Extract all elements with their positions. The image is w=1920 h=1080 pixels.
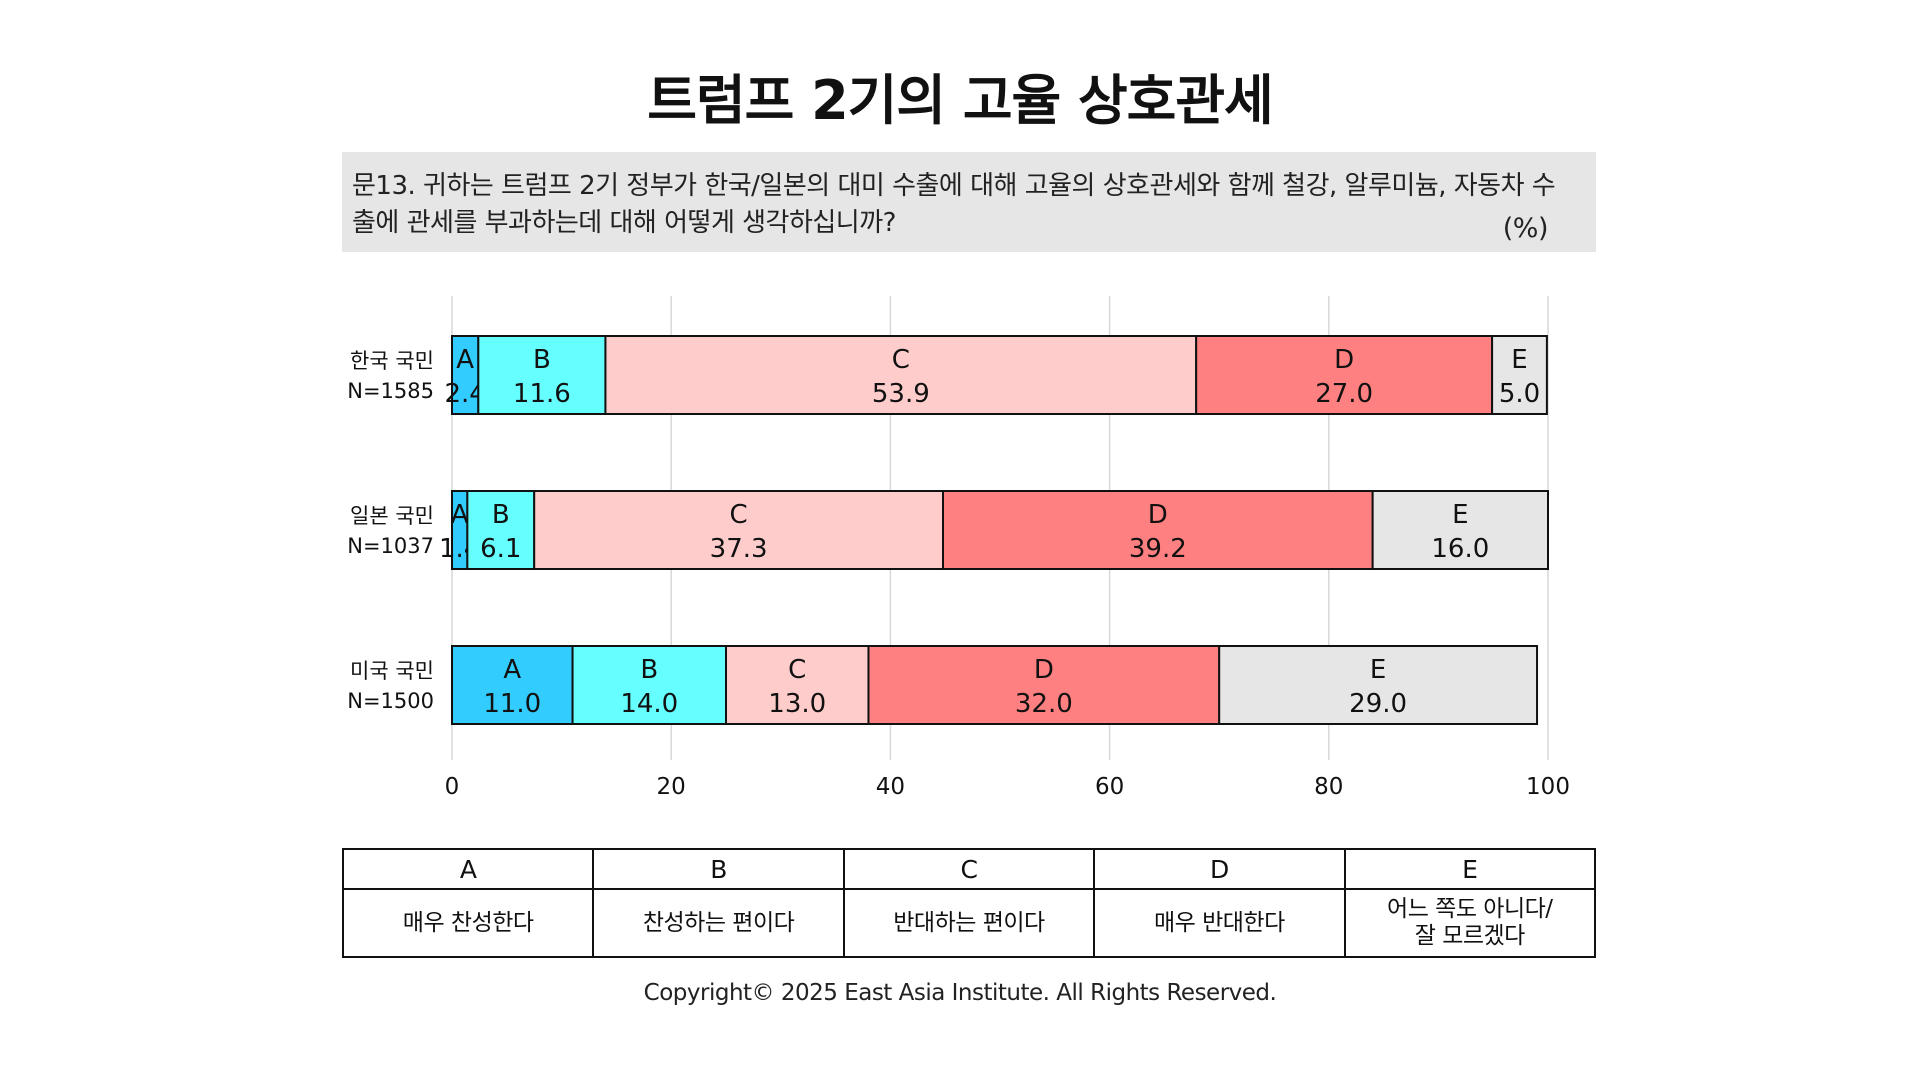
chart-title: 트럼프 2기의 고율 상호관세 xyxy=(647,69,1273,132)
bar-value-label-e-0: 5.0 xyxy=(1499,379,1540,409)
bar-value-label-e-2: 29.0 xyxy=(1349,689,1407,719)
bar-value-label-d-0: 27.0 xyxy=(1315,379,1373,409)
bar-value-label-b-2: 14.0 xyxy=(620,689,678,719)
bar-code-label-e-0: E xyxy=(1511,345,1527,375)
bar-code-label-c-2: C xyxy=(788,655,806,685)
unit-label: (%) xyxy=(1502,213,1549,244)
bar-e-1 xyxy=(1371,490,1550,570)
category-n-1: N=1037 xyxy=(347,534,434,558)
x-tick-label-60: 60 xyxy=(1095,774,1124,800)
legend-desc-c-text: 반대하는 편이다 xyxy=(893,909,1045,936)
bar-code-label-c-0: C xyxy=(892,345,910,375)
bar-e-2 xyxy=(1218,645,1539,725)
bar-value-label-b-0: 11.6 xyxy=(513,379,571,409)
legend-desc-e-line1: 어느 쪽도 아니다/ xyxy=(1387,896,1553,922)
legend-desc-d-text: 매우 반대한다 xyxy=(1153,909,1285,936)
bar-code-label-a-0: A xyxy=(456,345,474,375)
bar-c-1 xyxy=(533,490,945,570)
category-n-2: N=1500 xyxy=(347,689,434,713)
legend-desc-a-text: 매우 찬성한다 xyxy=(402,909,534,936)
legend-header-row: A B C D E xyxy=(341,848,1597,890)
legend-code-a: A xyxy=(341,848,595,890)
bar-code-label-c-1: C xyxy=(730,500,748,530)
legend-table: A B C D E 매우 찬성한다 찬성하는 편이다 반대하는 편이다 매우 반… xyxy=(341,848,1597,958)
bar-c-2 xyxy=(725,645,870,725)
question-box: 문13. 귀하는 트럼프 2기 정부가 한국/일본의 대미 수출에 대해 고율의… xyxy=(342,152,1596,252)
question-line-1: 문13. 귀하는 트럼프 2기 정부가 한국/일본의 대미 수출에 대해 고율의… xyxy=(352,171,1556,201)
bar-value-label-d-2: 32.0 xyxy=(1015,689,1073,719)
bar-d-1 xyxy=(942,490,1374,570)
bar-code-label-b-1: B xyxy=(492,500,510,530)
category-label-1: 일본 국민 xyxy=(350,504,434,528)
legend-desc-a: 매우 찬성한다 xyxy=(341,888,595,958)
bar-value-label-c-0: 53.9 xyxy=(872,379,930,409)
bar-value-label-a-2: 11.0 xyxy=(483,689,541,719)
legend-description-row: 매우 찬성한다 찬성하는 편이다 반대하는 편이다 매우 반대한다 어느 쪽도 … xyxy=(341,888,1597,958)
bar-value-label-e-1: 16.0 xyxy=(1431,534,1489,564)
bar-code-label-b-0: B xyxy=(533,345,551,375)
x-tick-label-0: 0 xyxy=(445,774,460,800)
category-n-0: N=1585 xyxy=(347,379,434,403)
bar-code-label-d-0: D xyxy=(1334,345,1354,375)
legend-desc-e-line2: 잘 모르겠다 xyxy=(1414,923,1526,949)
bar-value-label-c-1: 37.3 xyxy=(710,534,768,564)
x-tick-label-40: 40 xyxy=(876,774,905,800)
category-label-0: 한국 국민 xyxy=(350,349,434,373)
legend-code-b: B xyxy=(592,848,845,890)
bar-code-label-b-2: B xyxy=(640,655,658,685)
bar-d-0 xyxy=(1195,335,1494,415)
bar-d-2 xyxy=(867,645,1221,725)
bar-code-label-e-1: E xyxy=(1452,500,1468,530)
bar-code-label-d-1: D xyxy=(1148,500,1168,530)
legend-code-e: E xyxy=(1343,848,1597,890)
legend-desc-e: 어느 쪽도 아니다/ 잘 모르겠다 xyxy=(1343,888,1597,958)
bar-e-0 xyxy=(1491,335,1548,415)
legend-desc-b: 찬성하는 편이다 xyxy=(592,888,845,958)
x-tick-label-20: 20 xyxy=(657,774,686,800)
bar-value-label-d-1: 39.2 xyxy=(1129,534,1187,564)
bar-code-label-d-2: D xyxy=(1034,655,1054,685)
x-tick-label-80: 80 xyxy=(1314,774,1343,800)
stacked-bar-chart: 0 20 40 60 80 100 한국 국민 N=1585 일본 국민 N=1037 미국 국민 N… xyxy=(347,296,1570,800)
bar-value-label-c-2: 13.0 xyxy=(768,689,826,719)
legend-code-d: D xyxy=(1093,848,1346,890)
bar-value-label-b-1: 6.1 xyxy=(480,534,521,564)
bar-code-label-a-2: A xyxy=(503,655,521,685)
copyright-text: Copyright© 2025 East Asia Institute. All… xyxy=(643,980,1277,1006)
x-tick-label-100: 100 xyxy=(1526,774,1570,800)
legend-code-c: C xyxy=(842,848,1096,890)
legend-desc-b-text: 찬성하는 편이다 xyxy=(642,909,795,936)
legend-desc-c: 반대하는 편이다 xyxy=(842,888,1096,958)
bar-code-label-a-1: A xyxy=(451,500,469,530)
bar-code-label-e-2: E xyxy=(1370,655,1386,685)
bar-b-1 xyxy=(466,490,536,570)
bar-c-0 xyxy=(604,335,1198,415)
bar-b-0 xyxy=(477,335,607,415)
category-label-2: 미국 국민 xyxy=(350,659,434,683)
question-line-2: 출에 관세를 부과하는데 대해 어떻게 생각하십니까? xyxy=(352,208,896,238)
legend-desc-d: 매우 반대한다 xyxy=(1093,888,1346,958)
